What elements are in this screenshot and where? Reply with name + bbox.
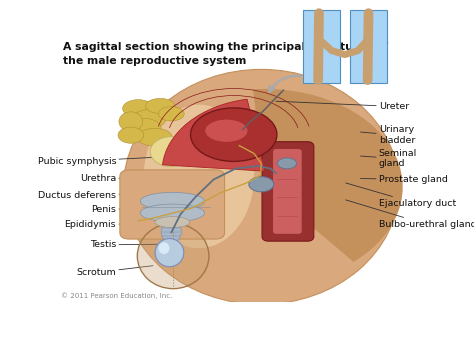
- Ellipse shape: [158, 242, 170, 254]
- Ellipse shape: [277, 158, 297, 169]
- Ellipse shape: [140, 192, 205, 210]
- Ellipse shape: [249, 177, 274, 192]
- Ellipse shape: [205, 120, 247, 142]
- Text: A sagittal section showing the principal structures of: A sagittal section showing the principal…: [63, 42, 388, 52]
- Text: Bulbo-urethral gland: Bulbo-urethral gland: [346, 200, 474, 229]
- Text: Ejaculatory duct: Ejaculatory duct: [346, 183, 456, 208]
- FancyBboxPatch shape: [303, 10, 339, 83]
- FancyBboxPatch shape: [350, 10, 387, 83]
- Ellipse shape: [124, 69, 399, 304]
- FancyBboxPatch shape: [120, 170, 225, 239]
- Ellipse shape: [155, 217, 190, 227]
- Ellipse shape: [126, 118, 161, 138]
- Ellipse shape: [119, 112, 143, 132]
- FancyBboxPatch shape: [262, 142, 314, 241]
- Ellipse shape: [144, 105, 254, 248]
- Text: Ureter: Ureter: [276, 101, 409, 111]
- Ellipse shape: [133, 109, 166, 128]
- Text: Penis: Penis: [91, 205, 142, 214]
- Text: Seminal
gland: Seminal gland: [360, 149, 417, 168]
- Wedge shape: [163, 99, 265, 171]
- Ellipse shape: [155, 239, 184, 267]
- Ellipse shape: [146, 98, 175, 114]
- Wedge shape: [253, 89, 403, 262]
- Ellipse shape: [150, 137, 192, 167]
- Text: Scrotum: Scrotum: [76, 266, 153, 277]
- Text: Anus: Anus: [264, 230, 288, 239]
- Text: Urethra: Urethra: [80, 174, 156, 183]
- Ellipse shape: [140, 204, 205, 222]
- Ellipse shape: [138, 224, 209, 288]
- Text: the male reproductive system: the male reproductive system: [63, 56, 246, 66]
- Text: Urinary
bladder: Urinary bladder: [360, 125, 415, 145]
- Text: Prostate gland: Prostate gland: [360, 175, 448, 184]
- Text: Ductus deferens: Ductus deferens: [38, 191, 153, 200]
- Text: Testis: Testis: [90, 240, 158, 249]
- Text: Epididymis: Epididymis: [64, 220, 151, 229]
- FancyBboxPatch shape: [273, 149, 301, 234]
- Ellipse shape: [137, 128, 172, 146]
- Ellipse shape: [191, 108, 277, 161]
- Ellipse shape: [118, 127, 144, 143]
- Ellipse shape: [161, 221, 182, 243]
- Text: Rectum: Rectum: [272, 163, 308, 173]
- Ellipse shape: [123, 100, 154, 117]
- Ellipse shape: [158, 106, 184, 121]
- Text: © 2011 Pearson Education, Inc.: © 2011 Pearson Education, Inc.: [61, 292, 173, 299]
- Text: Pubic symphysis: Pubic symphysis: [37, 157, 164, 166]
